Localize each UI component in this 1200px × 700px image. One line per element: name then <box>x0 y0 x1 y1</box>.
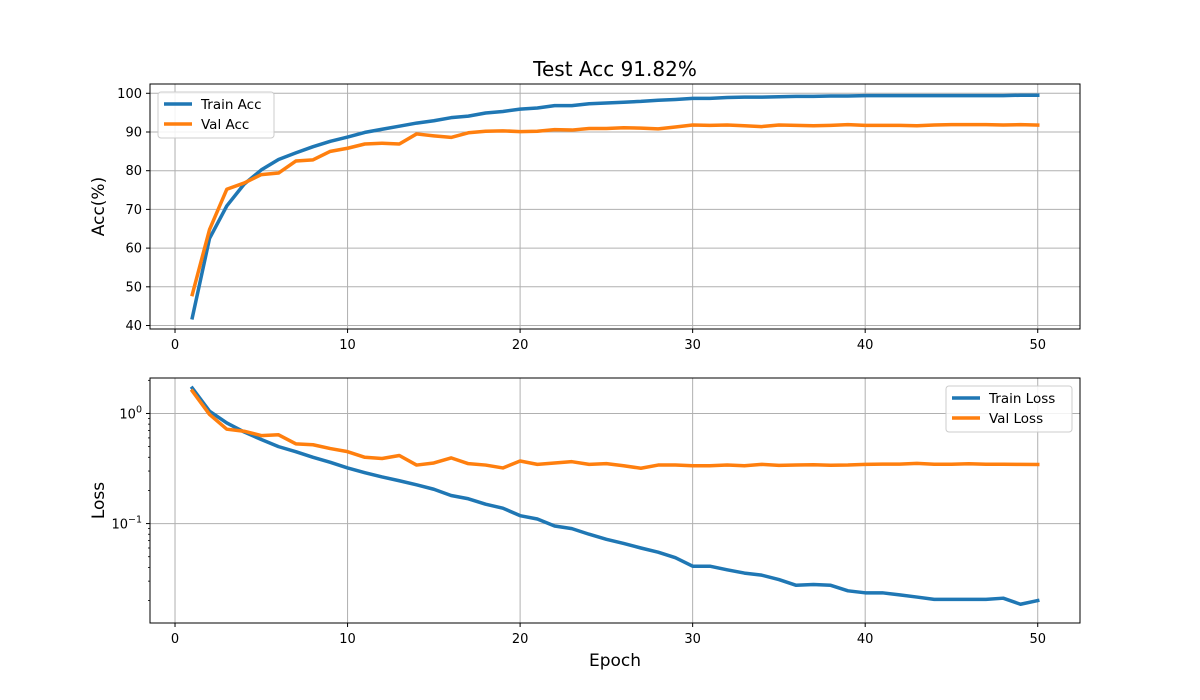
acc-legend: Train Acc Val Acc <box>157 91 275 139</box>
loss-series-train-loss <box>189 385 1040 606</box>
acc-ylabel: Acc(%) <box>89 177 109 236</box>
acc-legend-label-0: Train Acc <box>200 97 262 113</box>
loss-legend: Train Loss Val Loss <box>945 385 1073 433</box>
acc-xtick-label-4: 40 <box>857 338 874 353</box>
loss-xtick-label-2: 20 <box>512 632 529 647</box>
acc-ytick-label-1: 50 <box>125 280 142 295</box>
acc-ytick-label-0: 40 <box>125 319 142 334</box>
acc-title: Test Acc 91.82% <box>532 57 697 81</box>
loss-ytick-label-1: 10−1 <box>111 515 142 533</box>
loss-xtick-label-3: 30 <box>684 632 701 647</box>
loss-legend-label-1: Val Loss <box>989 411 1043 427</box>
acc-xtick-label-2: 20 <box>512 338 529 353</box>
acc-panel: 0 10 20 30 40 50 40 50 60 70 80 90 100 Test Acc 91.82… <box>89 57 1081 353</box>
loss-xtick-label-1: 10 <box>339 632 356 647</box>
loss-xtick-label-5: 50 <box>1029 632 1046 647</box>
acc-xtick-label-0: 0 <box>171 338 179 353</box>
loss-xlabel: Epoch <box>589 651 641 671</box>
acc-axes-frame <box>149 83 1081 330</box>
loss-axes-frame <box>149 377 1081 624</box>
loss-xtick-label-4: 40 <box>857 632 874 647</box>
loss-series-val-loss <box>189 388 1040 471</box>
loss-ylabel: Loss <box>89 482 109 519</box>
loss-ytick-label-0: 100 <box>119 404 142 422</box>
acc-series-train-acc <box>190 93 1040 320</box>
loss-legend-label-0: Train Loss <box>988 391 1055 407</box>
loss-xtick-label-0: 0 <box>171 632 179 647</box>
acc-ytick-label-2: 60 <box>125 242 142 257</box>
acc-xtick-label-1: 10 <box>339 338 356 353</box>
acc-ytick-label-6: 100 <box>117 87 142 102</box>
acc-xtick-label-3: 30 <box>684 338 701 353</box>
acc-series-val-acc <box>190 122 1040 297</box>
acc-ytick-label-4: 80 <box>125 164 142 179</box>
acc-ytick-label-5: 90 <box>125 125 142 140</box>
acc-xtick-label-5: 50 <box>1029 338 1046 353</box>
acc-legend-label-1: Val Acc <box>201 117 249 133</box>
acc-ytick-label-3: 70 <box>125 203 142 218</box>
